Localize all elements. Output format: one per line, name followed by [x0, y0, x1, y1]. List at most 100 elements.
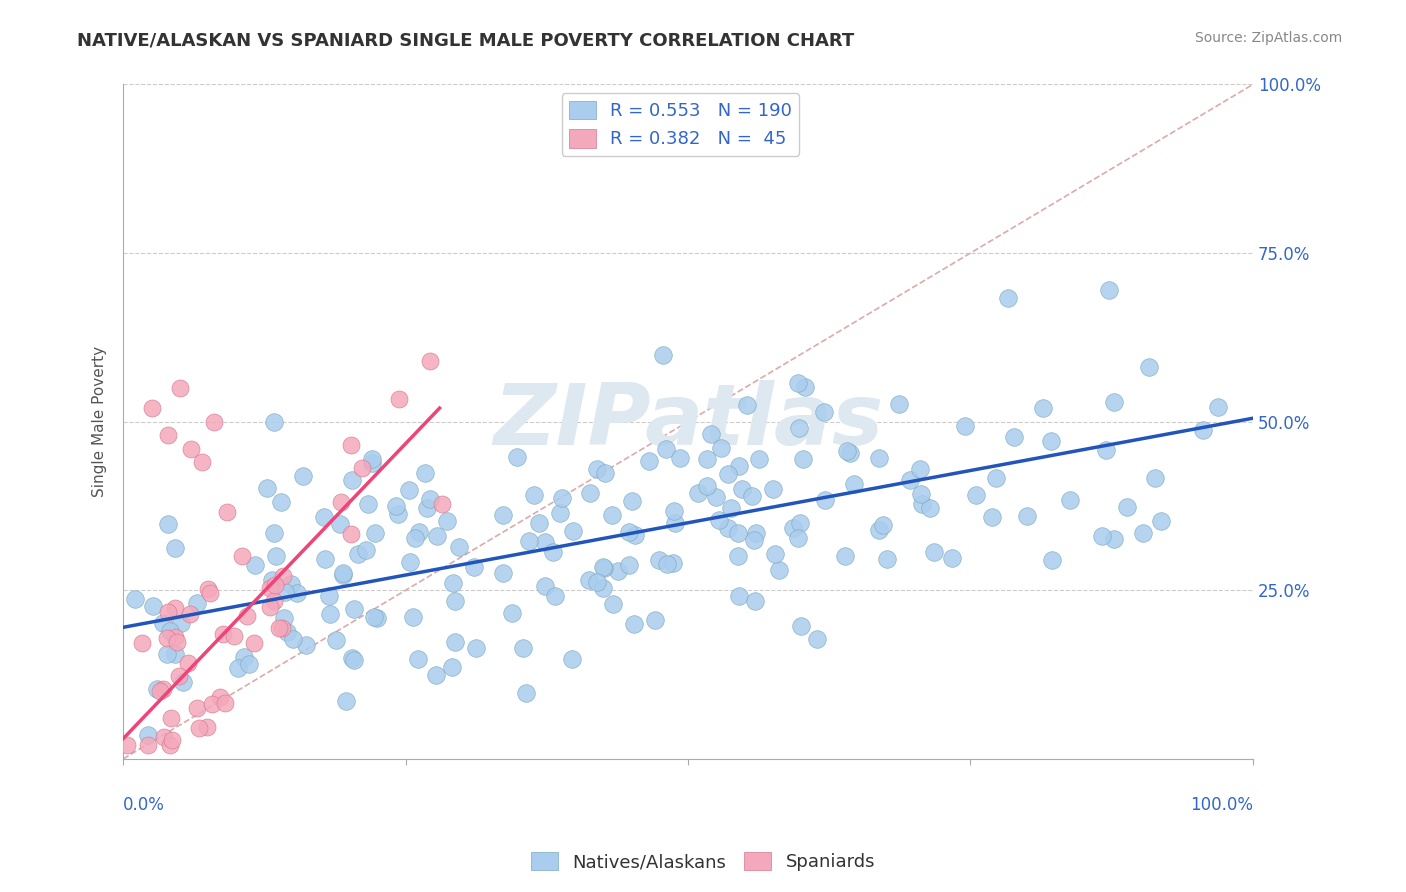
Point [165, 631, 187, 645]
Point [385, 499, 408, 513]
Point [214, 696, 236, 710]
Point [166, 635, 188, 649]
Point [280, 576, 302, 591]
Point [735, 398, 758, 412]
Point [340, 526, 363, 541]
Point [1102, 395, 1125, 409]
Point [404, 532, 426, 546]
Point [787, 421, 810, 435]
Point [347, 547, 370, 561]
Point [1040, 434, 1063, 449]
Point [786, 531, 808, 545]
Point [444, 635, 467, 649]
Point [202, 415, 225, 429]
Point [226, 661, 249, 675]
Point [997, 291, 1019, 305]
Point [592, 581, 614, 595]
Point [834, 549, 856, 563]
Point [602, 597, 624, 611]
Point [709, 513, 731, 527]
Point [415, 467, 437, 481]
Point [792, 451, 814, 466]
Point [710, 442, 733, 456]
Point [172, 675, 194, 690]
Point [195, 720, 218, 734]
Point [430, 497, 453, 511]
Point [786, 376, 808, 390]
Point [281, 632, 304, 646]
Point [918, 501, 941, 516]
Point [835, 444, 858, 458]
Point [350, 461, 373, 475]
Point [1098, 283, 1121, 297]
Point [160, 733, 183, 747]
Point [332, 566, 354, 581]
Point [1015, 509, 1038, 524]
Point [527, 516, 550, 531]
Point [593, 560, 616, 574]
Point [402, 609, 425, 624]
Point [266, 549, 288, 564]
Text: ZIPatlas: ZIPatlas [494, 380, 883, 463]
Point [160, 711, 183, 725]
Point [319, 607, 342, 621]
Point [534, 579, 557, 593]
Point [416, 501, 439, 516]
Point [876, 551, 898, 566]
Point [329, 516, 352, 531]
Y-axis label: Single Male Poverty: Single Male Poverty [93, 346, 107, 497]
Point [492, 508, 515, 523]
Point [270, 495, 292, 509]
Point [156, 632, 179, 646]
Point [408, 524, 430, 539]
Point [922, 545, 945, 559]
Text: Source: ZipAtlas.com: Source: ZipAtlas.com [1195, 31, 1343, 45]
Point [965, 488, 987, 502]
Point [340, 474, 363, 488]
Point [662, 504, 685, 518]
Point [1002, 430, 1025, 444]
Point [224, 629, 246, 643]
Point [806, 632, 828, 647]
Point [406, 652, 429, 666]
Point [741, 489, 763, 503]
Point [1132, 526, 1154, 541]
Point [231, 549, 253, 563]
Point [363, 609, 385, 624]
Point [157, 516, 180, 531]
Point [169, 616, 191, 631]
Point [1059, 492, 1081, 507]
Point [1143, 470, 1166, 484]
Point [259, 600, 281, 615]
Point [696, 479, 718, 493]
Point [263, 578, 285, 592]
Point [441, 575, 464, 590]
Point [163, 600, 186, 615]
Point [941, 551, 963, 566]
Point [592, 559, 614, 574]
Point [688, 486, 710, 500]
Point [236, 609, 259, 624]
Point [152, 681, 174, 696]
Point [953, 419, 976, 434]
Point [339, 438, 361, 452]
Point [259, 581, 281, 595]
Point [561, 652, 583, 666]
Point [387, 507, 409, 521]
Point [548, 507, 571, 521]
Point [637, 453, 659, 467]
Point [980, 510, 1002, 524]
Legend: R = 0.553   N = 190, R = 0.382   N =  45: R = 0.553 N = 190, R = 0.382 N = 45 [561, 94, 800, 155]
Point [314, 510, 336, 524]
Point [388, 392, 411, 406]
Point [696, 452, 718, 467]
Point [600, 508, 623, 522]
Point [436, 515, 458, 529]
Point [238, 657, 260, 672]
Point [813, 405, 835, 419]
Point [517, 533, 540, 548]
Point [868, 523, 890, 537]
Point [360, 452, 382, 467]
Point [364, 525, 387, 540]
Point [357, 497, 380, 511]
